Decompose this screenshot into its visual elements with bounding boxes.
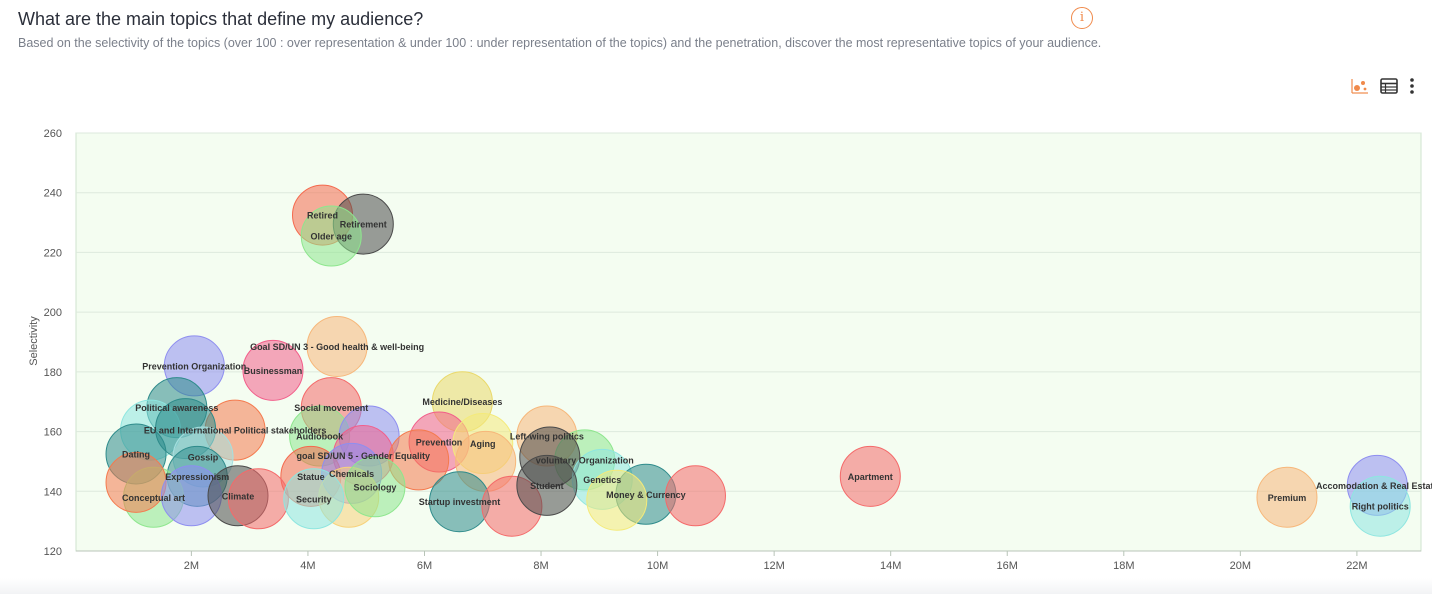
- bubble-label: Political awareness: [135, 403, 218, 413]
- y-tick-label: 260: [44, 128, 62, 140]
- y-tick-label: 200: [44, 307, 62, 319]
- bubble-point[interactable]: [516, 454, 578, 516]
- x-tick-label: 2M: [184, 560, 199, 572]
- bubble-label: Aging: [470, 439, 496, 449]
- x-tick-label: 6M: [417, 560, 432, 572]
- bubble-label: Conceptual art: [122, 493, 185, 503]
- bubble-label: Genetics: [583, 475, 621, 485]
- y-tick-label: 180: [44, 367, 62, 379]
- bubble-label: Social movement: [294, 403, 368, 413]
- bubble-label: Accomodation & Real Estate: [1316, 481, 1432, 491]
- y-tick-label: 160: [44, 427, 62, 439]
- page-footer-shade: [0, 578, 1432, 594]
- bubble-label: Prevention: [416, 438, 463, 448]
- y-tick-label: 220: [44, 247, 62, 259]
- bubble-label: Money & Currency: [606, 490, 686, 500]
- bubble-label: Older age: [310, 232, 352, 242]
- bubble-point[interactable]: [283, 468, 345, 530]
- bubble-label: Audiobook: [296, 432, 344, 442]
- x-tick-label: 18M: [1113, 560, 1134, 572]
- bubble-point[interactable]: [1349, 475, 1411, 537]
- x-tick-label: 22M: [1346, 560, 1367, 572]
- bubble-series: [105, 184, 1411, 537]
- bubble-point[interactable]: [105, 451, 167, 513]
- y-axis-title: Selectivity: [28, 316, 40, 366]
- x-tick-label: 10M: [647, 560, 668, 572]
- bubble-label: Medicine/Diseases: [422, 397, 502, 407]
- info-icon[interactable]: i: [1071, 7, 1093, 29]
- bubble-label: voluntary Organization: [536, 455, 634, 465]
- x-tick-label: 20M: [1230, 560, 1251, 572]
- page-title: What are the main topics that define my …: [18, 9, 424, 29]
- more-vertical-icon[interactable]: [1402, 76, 1422, 96]
- bubble-label: EU and International Political stakehold…: [144, 426, 327, 436]
- bubble-label: Apartment: [848, 472, 893, 482]
- bubble-point[interactable]: [664, 465, 726, 527]
- bubble-label: Gossip: [188, 452, 219, 462]
- x-axis: 2M 4M 6M 8M 10M 12M 14M 16M 18M 20M 22M: [76, 550, 1421, 572]
- bubble-label: Retired: [307, 211, 338, 221]
- bubble-label: Security: [296, 494, 332, 504]
- bubble-label: Right politics: [1352, 502, 1409, 512]
- bubble-label: Goal SD/UN 3 - Good health & well-being: [250, 342, 424, 352]
- bubble-point[interactable]: [242, 339, 304, 401]
- page-subtitle: Based on the selectivity of the topics (…: [18, 36, 1102, 50]
- bubble-label: Expressionism: [165, 472, 229, 482]
- y-tick-label: 120: [44, 546, 62, 558]
- y-tick-label: 240: [44, 188, 62, 200]
- bubble-label: Businessman: [244, 366, 303, 376]
- x-tick-label: 12M: [763, 560, 784, 572]
- bubble-point[interactable]: [344, 456, 406, 518]
- bubble-label: Retirement: [340, 220, 387, 230]
- bubble-label: Startup investment: [419, 497, 501, 507]
- bubble-label: goal SD/UN 5 - Gender Equality: [297, 451, 431, 461]
- y-axis: 120 140 160 180 200 220 240 260: [44, 128, 62, 558]
- bubble-label: Sociology: [353, 482, 396, 492]
- bubble-label: Climate: [222, 491, 255, 501]
- bubble-point[interactable]: [586, 469, 648, 531]
- bubble-point[interactable]: [1256, 466, 1318, 528]
- bubble-label: Statue: [297, 472, 325, 482]
- bubble-label: Prevention Organization: [142, 361, 246, 371]
- bubble-point[interactable]: [306, 315, 368, 377]
- x-tick-label: 4M: [300, 560, 315, 572]
- bubble-label: Left-wing politics: [510, 432, 584, 442]
- table-view-icon[interactable]: [1379, 76, 1399, 96]
- bubble-label: Premium: [1268, 493, 1307, 503]
- bubble-label: Chemicals: [329, 469, 374, 479]
- bubble-label: Student: [530, 481, 564, 491]
- bubble-label: Dating: [122, 449, 150, 459]
- y-tick-label: 140: [44, 486, 62, 498]
- x-tick-label: 14M: [880, 560, 901, 572]
- bubble-chart-icon[interactable]: [1350, 76, 1370, 96]
- x-tick-label: 16M: [997, 560, 1018, 572]
- bubble-point[interactable]: [300, 205, 362, 267]
- bubble-point[interactable]: [839, 445, 901, 507]
- x-tick-label: 8M: [533, 560, 548, 572]
- chart-toolbar: [1350, 76, 1420, 96]
